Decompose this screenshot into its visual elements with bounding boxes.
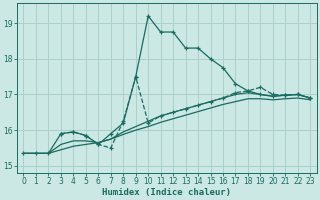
- X-axis label: Humidex (Indice chaleur): Humidex (Indice chaleur): [102, 188, 231, 197]
